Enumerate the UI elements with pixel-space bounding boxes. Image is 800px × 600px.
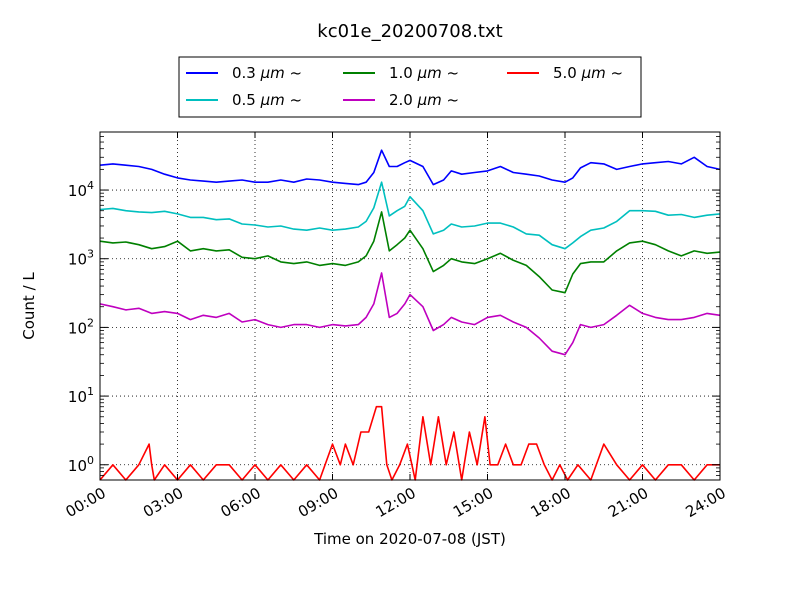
series-line-1 <box>99 181 721 250</box>
series-line-3 <box>99 272 721 356</box>
y-tick-label: 103 <box>68 248 94 269</box>
y-tick-label: 104 <box>68 179 94 200</box>
series-line-0 <box>99 149 721 186</box>
y-tick-label: 101 <box>68 385 94 406</box>
y-axis-label: Count / L <box>20 272 38 340</box>
legend-label-2: 1.0 μm ~ <box>389 64 459 82</box>
y-tick-label: 102 <box>68 316 94 337</box>
legend-label-4: 5.0 μm ~ <box>553 64 623 82</box>
legend: 0.3 μm ~ 0.5 μm ~ 1.0 μm ~ 2.0 μm ~ 5.0 μm ~ <box>178 56 642 118</box>
legend-box <box>178 56 642 118</box>
x-axis-label: Time on 2020-07-08 (JST) <box>313 530 506 548</box>
y-tick-label: 100 <box>68 454 94 475</box>
chart-title: kc01e_20200708.txt <box>317 21 502 42</box>
legend-label-0: 0.3 μm ~ <box>232 64 302 82</box>
series-line-2 <box>99 211 721 294</box>
legend-label-3: 2.0 μm ~ <box>389 91 459 109</box>
legend-label-1: 0.5 μm ~ <box>232 91 302 109</box>
